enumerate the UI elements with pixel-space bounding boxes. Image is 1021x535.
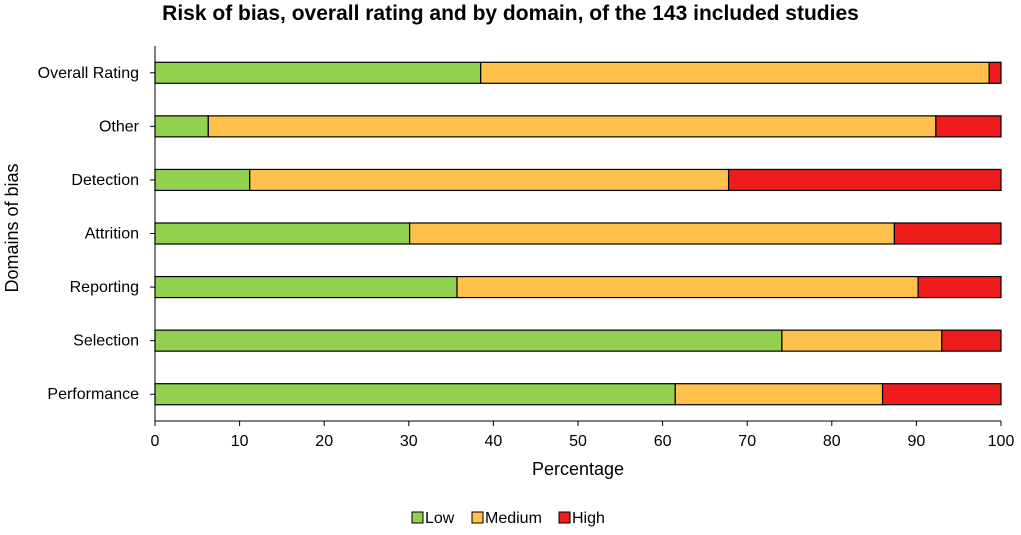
legend-label-medium: Medium <box>485 510 542 527</box>
x-tick-label: 10 <box>231 433 249 450</box>
y-tick-label: Overall Rating <box>38 65 139 82</box>
x-tick-label: 20 <box>315 433 333 450</box>
bar-low-performance <box>154 383 676 406</box>
y-tick-label: Performance <box>47 386 139 403</box>
bar-medium-reporting <box>456 275 919 299</box>
x-tick-label: 40 <box>485 433 503 450</box>
x-tick-label: 60 <box>654 433 672 450</box>
bar-high-other <box>935 115 1002 138</box>
bar-medium-other <box>207 115 937 138</box>
x-tick-label: 70 <box>738 433 756 450</box>
bar-medium-attrition <box>409 222 896 245</box>
bar-low-attrition <box>154 222 411 245</box>
bars-layer <box>154 61 1002 406</box>
legend: Low Medium High <box>411 510 605 527</box>
legend-label-high: High <box>572 510 605 527</box>
legend-swatch-low <box>411 511 424 524</box>
x-tick-label: 30 <box>400 433 418 450</box>
bar-low-overall-rating <box>154 61 482 84</box>
bar-medium-overall-rating <box>480 61 990 84</box>
bar-medium-selection <box>781 329 943 352</box>
legend-swatch-medium <box>471 511 484 524</box>
chart-title: Risk of bias, overall rating and by doma… <box>162 2 859 25</box>
bar-low-reporting <box>154 275 458 299</box>
bar-medium-performance <box>674 383 884 406</box>
bar-high-detection <box>727 168 1002 192</box>
bar-high-attrition <box>893 222 1002 245</box>
axes-layer: Overall Rating Other Detection Attrition Rep… <box>38 46 1015 450</box>
bar-medium-detection <box>249 168 730 192</box>
x-axis-title: Percentage <box>532 459 624 479</box>
bar-high-overall-rating <box>988 61 1002 84</box>
y-tick-label: Attrition <box>85 226 139 243</box>
bar-high-reporting <box>917 275 1002 299</box>
bar-high-selection <box>941 329 1002 352</box>
bar-low-other <box>154 115 209 138</box>
legend-label-low: Low <box>425 510 455 527</box>
x-tick-label: 0 <box>151 433 160 450</box>
x-tick-label: 80 <box>823 433 841 450</box>
bar-low-selection <box>154 329 783 352</box>
x-tick-label: 90 <box>908 433 926 450</box>
x-tick-label: 100 <box>988 433 1015 450</box>
bar-low-detection <box>154 168 251 192</box>
y-tick-label: Detection <box>71 172 139 189</box>
y-tick-label: Selection <box>73 333 139 350</box>
x-tick-label: 50 <box>569 433 587 450</box>
y-tick-label: Other <box>99 118 140 135</box>
legend-swatch-high <box>558 511 571 524</box>
y-axis-title: Domains of bias <box>2 163 22 292</box>
y-tick-label: Reporting <box>70 279 139 296</box>
bar-high-performance <box>881 383 1002 406</box>
